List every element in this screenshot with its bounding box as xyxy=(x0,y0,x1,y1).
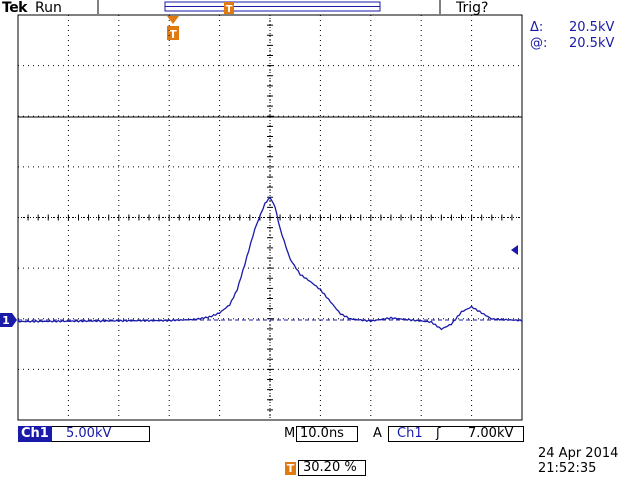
oscilloscope-display: 1 xyxy=(0,14,523,421)
svg-text:T: T xyxy=(169,28,177,41)
trigger-status: Trig? xyxy=(456,0,489,16)
timebase-box[interactable] xyxy=(296,426,358,442)
trigger-level: 7.00kV xyxy=(468,426,514,441)
trigger-time-marker[interactable]: T xyxy=(165,14,181,44)
channel-1-ground-marker[interactable]: 1 xyxy=(0,313,17,327)
timebase-prefix: M xyxy=(284,426,296,441)
channel-1-label[interactable]: Ch1 xyxy=(18,426,52,442)
svg-text:1: 1 xyxy=(2,314,10,327)
brand-logo: Tek xyxy=(2,0,28,16)
time-stamp: 21:52:35 xyxy=(538,461,597,476)
at-value: 20.5kV xyxy=(569,36,615,51)
timebase-value: 10.0ns xyxy=(300,426,344,441)
horizontal-position-box[interactable] xyxy=(298,460,366,476)
trigger-position-icon[interactable]: T xyxy=(224,2,234,15)
horizontal-position-icon: T xyxy=(285,462,296,475)
delta-label: Δ: xyxy=(530,20,544,35)
trigger-settings-box[interactable] xyxy=(388,426,524,442)
date-stamp: 24 Apr 2014 xyxy=(538,446,619,461)
horizontal-position-value: 30.20 % xyxy=(303,460,357,475)
waveform-trace xyxy=(17,196,523,331)
delta-value: 20.5kV xyxy=(569,20,615,35)
svg-text:T: T xyxy=(226,4,233,15)
at-label: @: xyxy=(530,36,548,51)
trigger-level-icon[interactable] xyxy=(511,245,518,255)
trigger-slope-icon: ʃ xyxy=(436,426,441,441)
acquisition-status: Run xyxy=(35,0,62,16)
trigger-source: Ch1 xyxy=(397,426,423,441)
trigger-mode: A xyxy=(373,426,382,441)
graticule xyxy=(17,14,523,421)
record-position-bar: T xyxy=(97,0,441,15)
channel-1-scale: 5.00kV xyxy=(66,426,112,441)
